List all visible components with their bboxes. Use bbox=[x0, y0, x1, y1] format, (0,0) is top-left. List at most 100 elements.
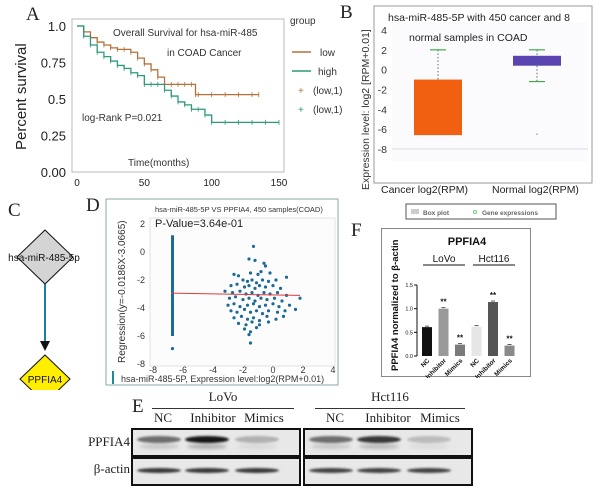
scatter-point bbox=[241, 278, 245, 282]
blot-band bbox=[235, 436, 279, 443]
blot-actin-lovo bbox=[131, 457, 301, 486]
scatter-point bbox=[283, 309, 287, 313]
panel-letter-d: D bbox=[86, 195, 100, 216]
scatter-point bbox=[248, 330, 253, 334]
survival-title: Overall Survival for hsa-miR-485 bbox=[113, 28, 258, 39]
group-label-lovo: LoVo bbox=[433, 254, 456, 265]
scatter-point bbox=[271, 302, 275, 306]
scatter-point bbox=[262, 261, 266, 265]
boxplot-legend bbox=[405, 203, 557, 220]
legend-item-high: high bbox=[292, 67, 337, 78]
boxplot-ytick-label: -8 bbox=[378, 144, 387, 156]
bar-mimics bbox=[455, 344, 465, 356]
survival-xtick-label: 150 bbox=[271, 178, 288, 189]
panel-letter-e: E bbox=[132, 396, 144, 417]
scatter-xtick-label: 4 bbox=[330, 365, 335, 375]
scatter-point bbox=[242, 307, 247, 311]
scatter-xtick-label: -8 bbox=[149, 365, 157, 375]
scatter-point bbox=[254, 309, 259, 313]
survival-xtick-label: 100 bbox=[203, 178, 220, 189]
scatter-point bbox=[278, 286, 283, 290]
scatter-point bbox=[284, 275, 289, 279]
blot-band bbox=[137, 468, 181, 473]
bar-nc bbox=[471, 326, 482, 356]
bar-category-label: NC bbox=[420, 357, 432, 369]
survival-subtitle: in COAD Cancer bbox=[167, 48, 242, 59]
legend-item-censor-high: + (low,1) bbox=[298, 105, 342, 116]
scatter-point bbox=[251, 302, 256, 306]
bar-inhibitor bbox=[438, 308, 449, 356]
scatter-point bbox=[250, 320, 254, 324]
scatter-point bbox=[293, 307, 298, 311]
blot-band bbox=[309, 436, 353, 443]
scatter-point bbox=[248, 341, 253, 345]
survival-ytick-label: 0.75 bbox=[41, 56, 66, 71]
logrank-annotation: log-Rank P=0.021 bbox=[82, 113, 163, 124]
svg-text:+: + bbox=[298, 105, 304, 116]
scatter-point bbox=[241, 298, 245, 302]
legend-item-censor-low: + (low,1) bbox=[298, 86, 342, 97]
scatter-point bbox=[260, 312, 265, 316]
scatter-point bbox=[235, 310, 239, 314]
scatter-point bbox=[275, 310, 280, 314]
legend-swatch-gene bbox=[473, 210, 477, 214]
scatter-point bbox=[226, 303, 230, 307]
scatter-point bbox=[247, 333, 251, 337]
scatter-point bbox=[254, 326, 259, 330]
scatter-ytick-label: -8 bbox=[137, 359, 145, 369]
blot-actin-hct116 bbox=[303, 457, 473, 486]
scatter-point bbox=[287, 303, 292, 307]
scatter-ylabel: Regression(y=-0.0186X-3.0665) bbox=[117, 220, 128, 363]
scatter-point bbox=[253, 286, 257, 290]
scatter-point bbox=[242, 327, 247, 331]
boxplot-ytick-label: -2 bbox=[378, 85, 387, 97]
blot-group-lovo: LoVo bbox=[208, 389, 238, 404]
scatter-point bbox=[251, 316, 256, 320]
scatter-point bbox=[257, 319, 262, 323]
bar-inhibitor bbox=[488, 302, 498, 356]
scatter-point bbox=[262, 291, 266, 295]
target-gene-label: PPFIA4 bbox=[28, 375, 63, 386]
scatter-point bbox=[253, 258, 257, 262]
boxplot-ytick-label: -4 bbox=[378, 104, 387, 116]
boxplot-title-line2: normal samples in COAD bbox=[409, 32, 528, 44]
panel-letter-b: B bbox=[340, 2, 353, 23]
scatter-point bbox=[265, 298, 269, 302]
legend-item-low: low bbox=[292, 48, 336, 59]
survival-chart: Percent survival 0.00 0.25 0.5 0.75 1.0 0 50 1… bbox=[13, 16, 342, 189]
scatter-point bbox=[239, 314, 244, 318]
blot-lane-label: Inhibitor bbox=[365, 410, 411, 425]
svg-text:(low,1): (low,1) bbox=[313, 105, 342, 116]
scatter-point bbox=[280, 299, 284, 303]
scatter-point bbox=[229, 284, 233, 288]
blot-lane-label: NC bbox=[325, 410, 345, 425]
scatter-point bbox=[248, 310, 253, 314]
blot-ppfia4-lovo bbox=[131, 428, 301, 457]
scatter-xtick-label: 0 bbox=[270, 365, 275, 375]
scatter-point bbox=[256, 272, 260, 276]
scatter-point bbox=[263, 303, 268, 307]
scatter-ytick-label: -6 bbox=[137, 331, 145, 341]
scatter-point bbox=[245, 303, 250, 307]
boxplot-ylabel: Expression level: log2 [RPM+0.01] bbox=[360, 29, 372, 190]
scatter-point bbox=[230, 291, 235, 295]
scatter-point bbox=[232, 316, 236, 320]
panel-letter-f: F bbox=[351, 220, 362, 241]
blot-lane-label: NC bbox=[153, 410, 173, 425]
boxplot-ytick-label: -6 bbox=[378, 124, 387, 136]
panel-letter-a: A bbox=[26, 4, 40, 25]
scatter-point bbox=[260, 278, 265, 282]
boxplot-ytick-label: 2 bbox=[381, 45, 387, 57]
scatter-point bbox=[250, 278, 254, 282]
scatter-point bbox=[253, 299, 257, 303]
scatter-point bbox=[236, 274, 241, 278]
blot-group-bracket-lovo bbox=[152, 408, 294, 409]
scatter-point bbox=[233, 295, 238, 299]
survival-ytick-label: 0.00 bbox=[41, 165, 66, 180]
scatter-point bbox=[266, 279, 271, 283]
scatter-point bbox=[247, 296, 251, 300]
scatter-ytick-label: 0 bbox=[140, 247, 145, 257]
scatter-title: hsa-miR-485-5P VS PPFIA4, 450 samples(CO… bbox=[155, 205, 323, 214]
blot-band-lower bbox=[237, 444, 277, 449]
boxplot-ytick-label: 0 bbox=[381, 65, 387, 77]
